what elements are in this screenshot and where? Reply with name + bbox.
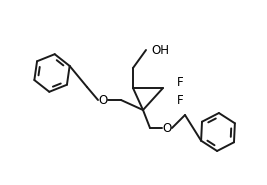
Text: F: F bbox=[177, 93, 184, 107]
Text: OH: OH bbox=[151, 43, 169, 56]
Text: O: O bbox=[98, 93, 108, 107]
Text: F: F bbox=[177, 77, 184, 90]
Text: O: O bbox=[162, 122, 172, 134]
